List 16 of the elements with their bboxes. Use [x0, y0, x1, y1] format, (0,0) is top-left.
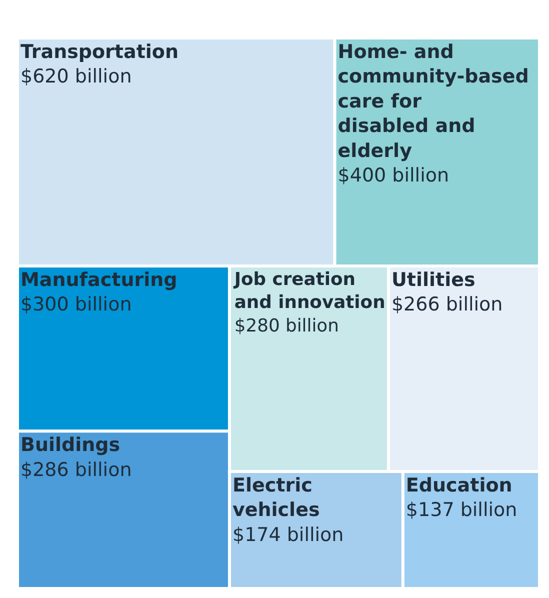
data-label: $400 billion: [338, 164, 450, 186]
category-label: Job creation and innovation: [233, 268, 386, 314]
data-label: $286 billion: [20, 458, 132, 481]
category-label: Manufacturing: [20, 268, 178, 291]
category-label: Home- and community-based care for disabled and elderly: [338, 41, 529, 162]
data-label: $174 billion: [232, 524, 344, 546]
data-label: $266 billion: [391, 294, 503, 316]
category-label: Education: [406, 474, 512, 496]
category-label: Electric vehicles: [232, 474, 320, 522]
category-label: Utilities: [391, 268, 476, 291]
category-label: Transportation: [20, 41, 179, 63]
data-label: $300 billion: [20, 294, 132, 316]
data-label: $620 billion: [20, 66, 132, 88]
data-label: $137 billion: [406, 499, 518, 522]
data-label: $280 billion: [234, 315, 339, 336]
category-label: Buildings: [20, 434, 120, 456]
